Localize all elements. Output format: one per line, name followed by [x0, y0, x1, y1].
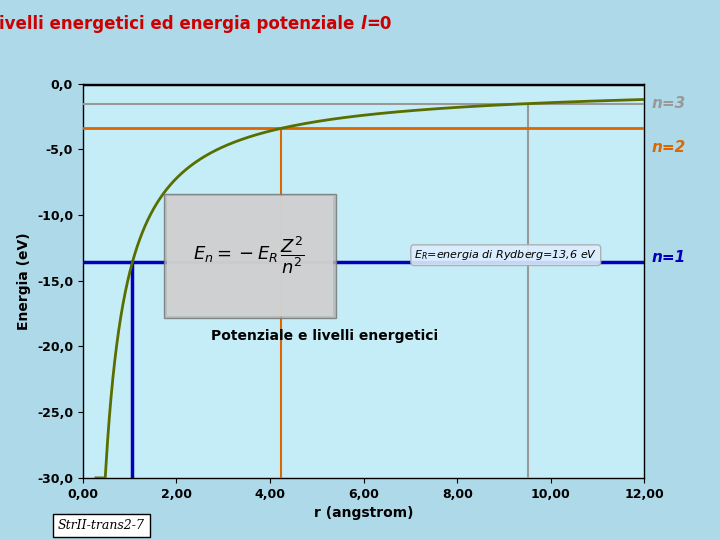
Text: StrII-trans2-7: StrII-trans2-7 — [58, 519, 145, 532]
X-axis label: r (angstrom): r (angstrom) — [314, 506, 413, 520]
Y-axis label: Energia (eV): Energia (eV) — [17, 232, 32, 329]
Text: Potenziale e livelli energetici: Potenziale e livelli energetici — [211, 329, 438, 343]
FancyBboxPatch shape — [164, 194, 336, 318]
Text: l: l — [360, 15, 366, 33]
FancyBboxPatch shape — [167, 196, 333, 316]
Text: =0: =0 — [366, 15, 391, 33]
Text: n=2: n=2 — [652, 140, 686, 155]
Text: n=1: n=1 — [652, 249, 686, 265]
Text: $E_n = -E_R\,\dfrac{Z^2}{n^2}$: $E_n = -E_R\,\dfrac{Z^2}{n^2}$ — [193, 234, 305, 276]
Text: n=3: n=3 — [652, 96, 686, 111]
Text: $E_R$=energia di Rydberg=13,6 eV: $E_R$=energia di Rydberg=13,6 eV — [414, 248, 598, 262]
Text: Atomo di idrogeno: livelli energetici ed energia potenziale: Atomo di idrogeno: livelli energetici ed… — [0, 15, 360, 33]
